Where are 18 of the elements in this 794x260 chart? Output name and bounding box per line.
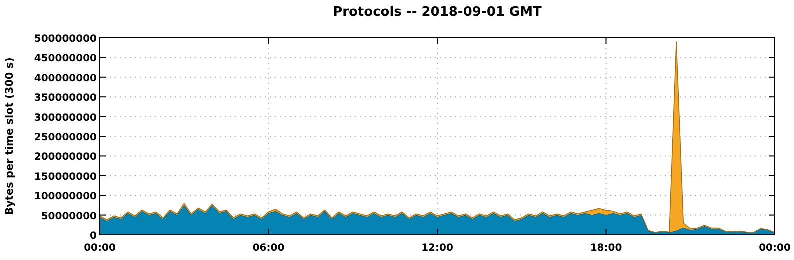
- chart-title: Protocols -- 2018-09-01 GMT: [333, 5, 542, 20]
- x-tick-label: 18:00: [590, 243, 622, 254]
- y-tick-label: 500000000: [34, 34, 98, 45]
- y-tick-label: 150000000: [34, 172, 98, 183]
- y-tick-label: 50000000: [41, 211, 98, 222]
- x-tick-label: 12:00: [422, 243, 454, 254]
- x-tick-label: 06:00: [252, 243, 285, 254]
- x-tick-label: 00:00: [759, 243, 791, 254]
- y-tick-label: 300000000: [34, 112, 98, 124]
- x-tick-label: 00:00: [84, 243, 116, 254]
- y-tick-label: 200000000: [34, 152, 98, 164]
- y-tick-label: 250000000: [34, 132, 98, 144]
- y-tick-label: 350000000: [34, 93, 98, 104]
- y-axis-title: Bytes per time slot (300 s): [4, 58, 16, 216]
- y-tick-label: 450000000: [34, 54, 98, 65]
- y-tick-label: 400000000: [34, 73, 98, 84]
- y-tick-label: 0: [90, 231, 98, 242]
- y-tick-label: 100000000: [34, 192, 98, 203]
